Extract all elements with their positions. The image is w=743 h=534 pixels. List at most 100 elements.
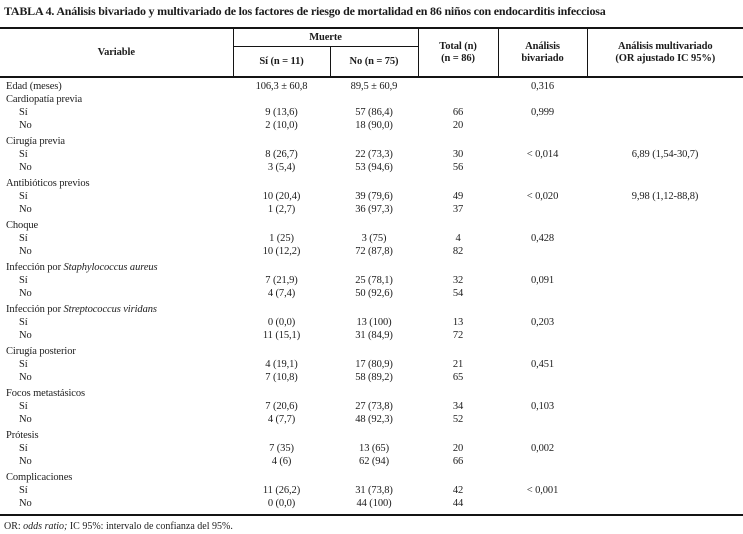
cell-muerte-si — [233, 468, 330, 484]
cell-muerte-si — [233, 132, 330, 148]
cell-total: 66 — [452, 107, 464, 118]
header-total-line2: (n = 86) — [441, 52, 475, 64]
cell-total — [418, 426, 498, 442]
variable-label: No — [19, 372, 32, 383]
variable-label: Sí — [19, 401, 28, 412]
variable-label: Choque — [6, 220, 39, 231]
variable-label-italic: Streptococcus viridans — [63, 304, 157, 315]
variable-label-italic: Staphylococcus aureus — [63, 262, 158, 273]
cell-bivariado: 0,428 — [530, 233, 555, 244]
cell-variable: No — [0, 497, 233, 515]
cell-bivariado — [498, 132, 587, 148]
cell-muerte-si: 7 (21,9) — [265, 275, 298, 286]
table-row: No 4 (7,7) 48 (92,3) 52 — [0, 413, 743, 426]
cell-total: 66 — [452, 456, 464, 467]
variable-label: Cirugía posterior — [6, 346, 76, 357]
cell-muerte-si: 4 (7,4) — [267, 288, 296, 299]
cell-total — [418, 174, 498, 190]
cell-bivariado: 0,203 — [530, 317, 555, 328]
variable-label: No — [19, 204, 32, 215]
cell-bivariado — [498, 384, 587, 400]
header-multivariado-line2: (OR ajustado IC 95%) — [615, 52, 716, 64]
cell-total: 20 — [452, 120, 464, 131]
table-row: Sí 8 (26,7) 22 (73,3) 30 < 0,014 6,89 (1… — [0, 148, 743, 161]
variable-label: Infección por — [6, 262, 64, 273]
cell-muerte-si — [233, 93, 330, 106]
cell-bivariado: 0,999 — [530, 107, 555, 118]
header-multivariado-line1: Análisis multivariado — [618, 40, 713, 52]
cell-variable: No — [0, 161, 233, 174]
table-row: No 7 (10,8) 58 (89,2) 65 — [0, 371, 743, 384]
variable-label: No — [19, 330, 32, 341]
header-muerte: Muerte — [232, 28, 419, 47]
cell-total: 82 — [452, 246, 464, 257]
cell-multivariado — [587, 371, 743, 384]
cell-total — [418, 258, 498, 274]
cell-multivariado — [587, 174, 743, 190]
cell-muerte-no — [330, 258, 418, 274]
cell-variable: Choque — [0, 216, 233, 232]
cell-variable: No — [0, 329, 233, 342]
cell-multivariado — [587, 161, 743, 174]
cell-bivariado — [498, 342, 587, 358]
cell-muerte-si: 4 (7,7) — [267, 414, 296, 425]
cell-total: 65 — [452, 372, 464, 383]
table-row: Choque — [0, 216, 743, 232]
cell-multivariado — [587, 468, 743, 484]
cell-muerte-no — [330, 300, 418, 316]
cell-muerte-si: 2 (10,0) — [265, 120, 298, 131]
variable-label: Complicaciones — [6, 472, 73, 483]
cell-multivariado — [587, 203, 743, 216]
table-row: No 10 (12,2) 72 (87,8) 82 — [0, 245, 743, 258]
header-total-line1: Total (n) — [439, 40, 477, 52]
table-row: Antibióticos previos — [0, 174, 743, 190]
cell-variable: Sí — [0, 148, 233, 161]
variable-label: No — [19, 498, 32, 509]
cell-muerte-si: 4 (6) — [271, 456, 292, 467]
header-total: Total (n) (n = 86) — [417, 28, 499, 77]
cell-muerte-no: 89,5 ± 60,9 — [350, 81, 398, 92]
cell-muerte-no: 27 (73,8) — [355, 401, 393, 412]
table-row: Infección por Streptococcus viridans — [0, 300, 743, 316]
cell-bivariado — [498, 119, 587, 132]
cell-bivariado — [498, 216, 587, 232]
cell-variable: Cirugía previa — [0, 132, 233, 148]
cell-muerte-no: 48 (92,3) — [355, 414, 393, 425]
table-row: No 0 (0,0) 44 (100) 44 — [0, 497, 743, 515]
cell-total — [418, 77, 498, 93]
variable-label: Sí — [19, 275, 28, 286]
cell-total: 13 — [452, 317, 464, 328]
cell-total: 30 — [452, 149, 464, 160]
table-row: Sí 7 (35) 13 (65) 20 0,002 — [0, 442, 743, 455]
cell-total — [418, 468, 498, 484]
cell-muerte-no: 53 (94,6) — [355, 162, 393, 173]
cell-muerte-no: 25 (78,1) — [355, 275, 393, 286]
cell-muerte-no: 36 (97,3) — [355, 204, 393, 215]
cell-variable: Antibióticos previos — [0, 174, 233, 190]
cell-multivariado — [587, 300, 743, 316]
cell-multivariado — [587, 287, 743, 300]
cell-bivariado — [498, 455, 587, 468]
cell-multivariado — [587, 400, 743, 413]
variable-label: Antibióticos previos — [6, 178, 90, 189]
cell-muerte-no: 18 (90,0) — [355, 120, 393, 131]
cell-variable: Sí — [0, 106, 233, 119]
footnote-italic-term: odds ratio; — [23, 521, 68, 532]
cell-muerte-no: 57 (86,4) — [355, 107, 393, 118]
cell-total: 37 — [452, 204, 464, 215]
cell-bivariado — [498, 426, 587, 442]
cell-variable: Sí — [0, 190, 233, 203]
cell-multivariado — [587, 119, 743, 132]
cell-variable: Sí — [0, 358, 233, 371]
cell-muerte-no — [330, 174, 418, 190]
cell-muerte-no — [330, 132, 418, 148]
header-row-sub: Sí (n = 11) No (n = 75) — [0, 46, 743, 77]
table-row: Sí 7 (20,6) 27 (73,8) 34 0,103 — [0, 400, 743, 413]
cell-variable: No — [0, 413, 233, 426]
variable-label: Prótesis — [6, 430, 39, 441]
cell-variable: No — [0, 203, 233, 216]
table-row: Complicaciones — [0, 468, 743, 484]
cell-muerte-si — [233, 258, 330, 274]
footnote-prefix: OR: — [4, 521, 24, 532]
table-row: Sí 7 (21,9) 25 (78,1) 32 0,091 — [0, 274, 743, 287]
